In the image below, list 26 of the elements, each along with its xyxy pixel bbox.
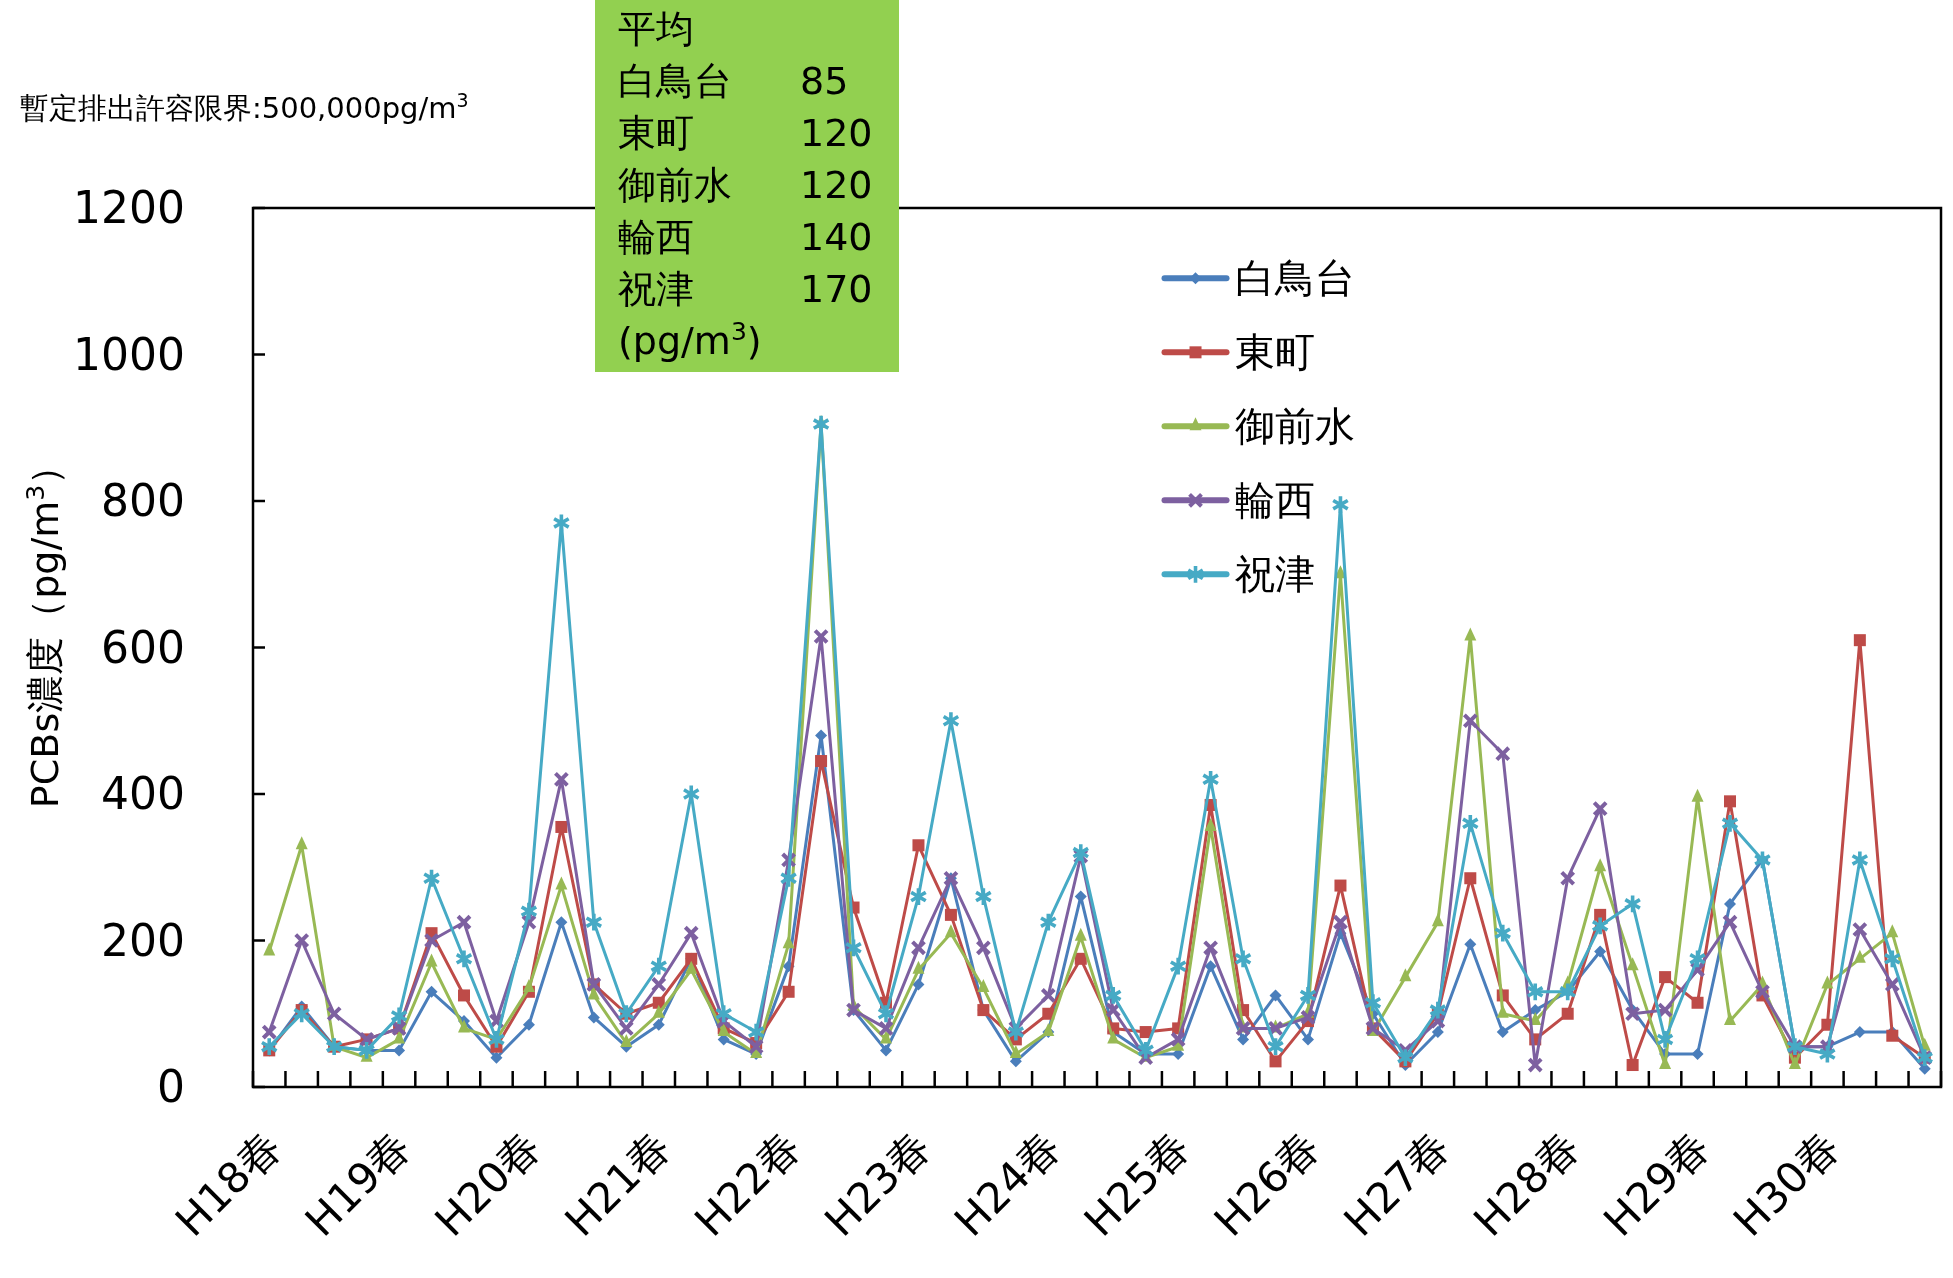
text: 白鳥台	[618, 59, 732, 103]
y-tick-label: 200	[101, 914, 185, 966]
legend-label: 白鳥台	[1234, 255, 1355, 302]
text: 85	[800, 59, 849, 103]
legend-label: 御前水	[1234, 403, 1355, 450]
annotation: 祝津	[618, 267, 694, 311]
text: 暫定排出許容限界:500,000pg/m$^{3}$	[20, 89, 469, 125]
y-tick-label: 600	[101, 621, 185, 673]
annotation: 輪西	[618, 215, 694, 259]
annotation: (pg/m$^{3}$)	[618, 316, 762, 363]
y-tick-label: 1200	[73, 182, 185, 233]
legend-label: 輪西	[1234, 477, 1315, 524]
y-tick-label: 800	[101, 475, 185, 526]
annotation: 140	[800, 215, 873, 259]
annotation: 170	[800, 267, 873, 311]
y-tick-label: 0	[157, 1061, 185, 1112]
text: 120	[800, 163, 873, 207]
text: 平均	[618, 7, 694, 51]
text: 御前水	[618, 163, 732, 207]
text: 120	[800, 111, 873, 155]
y-tick-label: 400	[101, 768, 185, 819]
legend-label: 祝津	[1234, 551, 1315, 598]
x-tick-label: H21春	[555, 1121, 680, 1246]
y-tick-label: 1000	[73, 328, 185, 380]
text: 東町	[618, 111, 694, 155]
legend-label: 東町	[1234, 329, 1315, 376]
